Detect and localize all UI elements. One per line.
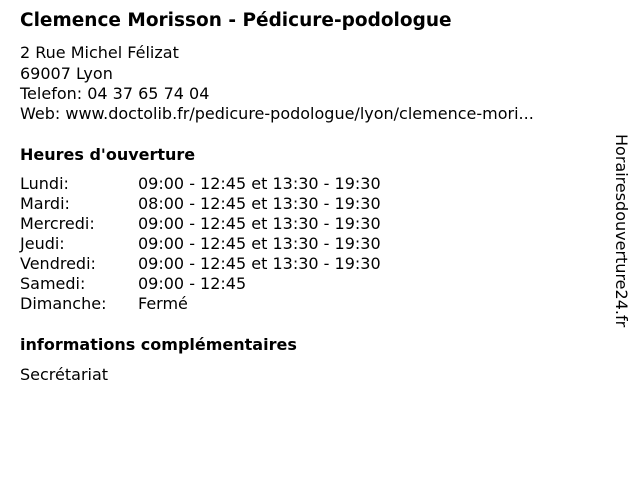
- day-label: Mardi:: [20, 194, 70, 213]
- day-label: Samedi:: [20, 274, 86, 293]
- info-heading: informations complémentaires: [20, 335, 297, 354]
- address-city: 69007 Lyon: [20, 64, 113, 83]
- website: Web: www.doctolib.fr/pedicure-podologue/…: [20, 104, 534, 123]
- day-label: Lundi:: [20, 174, 69, 193]
- page-title: Clemence Morisson - Pédicure-podologue: [20, 10, 452, 31]
- day-label: Dimanche:: [20, 294, 107, 313]
- day-label: Mercredi:: [20, 214, 95, 233]
- time-value: 09:00 - 12:45: [138, 274, 247, 293]
- time-value: 08:00 - 12:45 et 13:30 - 19:30: [138, 194, 381, 213]
- time-value: Fermé: [138, 294, 188, 313]
- address-street: 2 Rue Michel Félizat: [20, 43, 179, 62]
- time-value: 09:00 - 12:45 et 13:30 - 19:30: [138, 234, 381, 253]
- watermark: Horairesdouverture24.fr: [612, 134, 631, 328]
- day-label: Vendredi:: [20, 254, 96, 273]
- time-value: 09:00 - 12:45 et 13:30 - 19:30: [138, 174, 381, 193]
- day-label: Jeudi:: [20, 234, 65, 253]
- hours-heading: Heures d'ouverture: [20, 145, 196, 164]
- phone: Telefon: 04 37 65 74 04: [20, 84, 210, 103]
- info-text: Secrétariat: [20, 365, 109, 384]
- time-value: 09:00 - 12:45 et 13:30 - 19:30: [138, 214, 381, 233]
- time-value: 09:00 - 12:45 et 13:30 - 19:30: [138, 254, 381, 273]
